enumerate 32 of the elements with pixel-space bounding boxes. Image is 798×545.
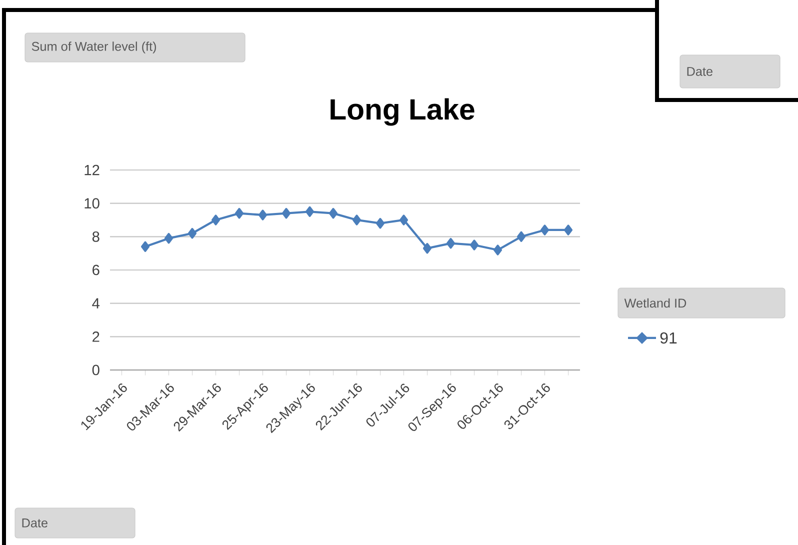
text: Sum of Water level (ft) bbox=[32, 42, 156, 54]
point bbox=[234, 208, 244, 219]
point bbox=[188, 228, 197, 239]
legend-title: Wetland ID bbox=[624, 298, 686, 308]
legend-label: 91 bbox=[660, 332, 677, 344]
point bbox=[422, 242, 432, 254]
y-tick-label: 0 bbox=[92, 364, 100, 376]
point bbox=[470, 240, 479, 250]
chart-title: Long Lake bbox=[330, 98, 474, 126]
y-tick-label: 10 bbox=[84, 198, 100, 209]
point bbox=[493, 244, 502, 256]
y-tick-label: 12 bbox=[84, 164, 100, 176]
point bbox=[305, 206, 314, 217]
point bbox=[376, 218, 385, 229]
point bbox=[211, 214, 220, 226]
point bbox=[140, 241, 150, 252]
point bbox=[516, 231, 526, 242]
text: Date bbox=[687, 67, 712, 76]
point bbox=[328, 208, 338, 219]
point bbox=[540, 224, 550, 236]
y-tick-label: 2 bbox=[92, 332, 100, 342]
point bbox=[564, 224, 573, 236]
y-tick-label: 4 bbox=[92, 298, 100, 308]
point bbox=[352, 214, 362, 226]
point bbox=[164, 232, 174, 244]
point bbox=[258, 210, 268, 220]
point bbox=[282, 208, 291, 219]
text: Date bbox=[22, 518, 48, 528]
point bbox=[446, 238, 456, 249]
y-tick-label: 6 bbox=[92, 264, 100, 276]
point bbox=[399, 214, 408, 226]
y-tick-label: 8 bbox=[92, 231, 100, 242]
